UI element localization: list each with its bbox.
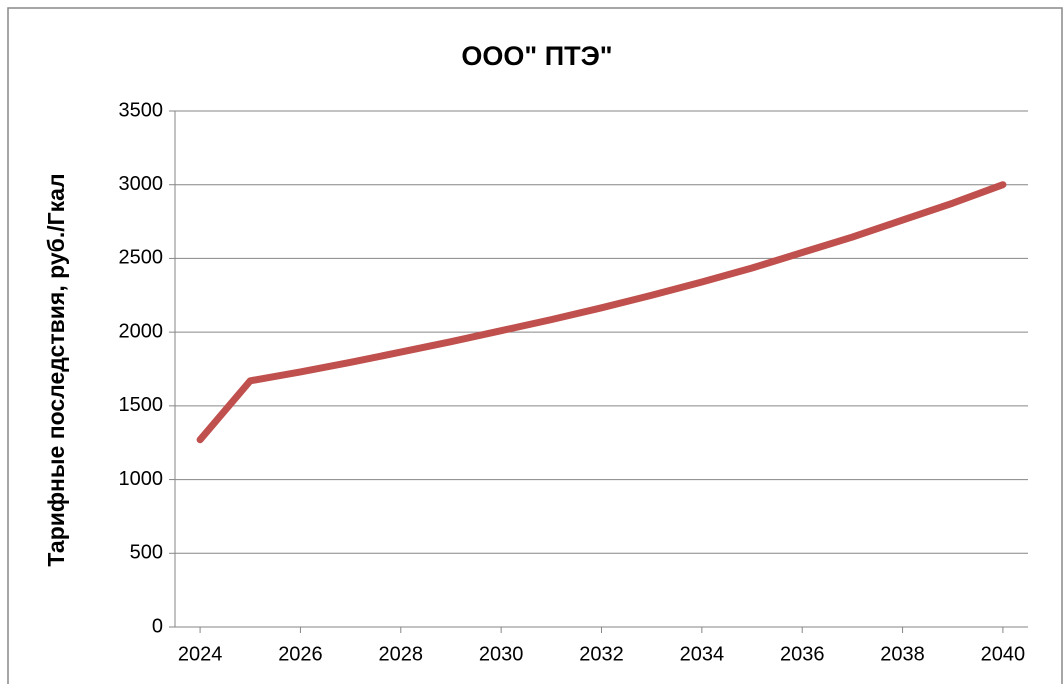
- y-tick-label: 3000: [119, 173, 164, 195]
- x-tick-label: 2038: [880, 643, 925, 665]
- x-tick-label: 2030: [479, 643, 524, 665]
- x-tick-label: 2026: [278, 643, 323, 665]
- x-tick-label: 2024: [178, 643, 223, 665]
- x-tick-label: 2034: [680, 643, 725, 665]
- y-tick-label: 2000: [119, 320, 164, 342]
- y-axis-label: Тарифные последствия, руб./Гкал: [43, 173, 69, 566]
- chart-frame: [7, 7, 1063, 684]
- y-tick-label: 0: [152, 615, 163, 637]
- x-tick-label: 2040: [981, 643, 1026, 665]
- x-tick-label: 2032: [579, 643, 624, 665]
- chart-title: ООО" ПТЭ": [461, 41, 612, 71]
- line-series: [196, 181, 1007, 444]
- y-tick-label: 1500: [119, 394, 164, 416]
- y-tick-label: 500: [130, 542, 163, 564]
- y-tick-label: 2500: [119, 247, 164, 269]
- x-tick-label: 2028: [379, 643, 424, 665]
- y-tick-label: 1000: [119, 468, 164, 490]
- y-tick-label: 3500: [119, 99, 164, 121]
- x-tick-label: 2036: [780, 643, 825, 665]
